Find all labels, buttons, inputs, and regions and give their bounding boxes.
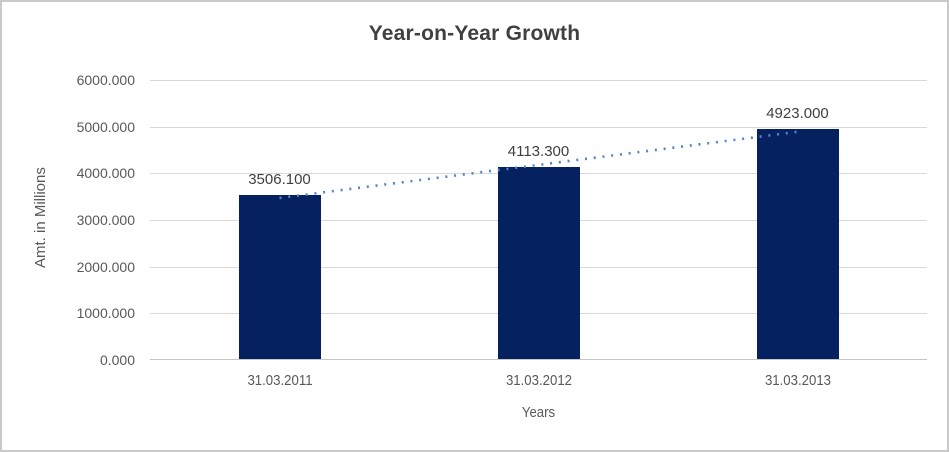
x-axis-title: Years xyxy=(521,404,556,421)
x-tick-label: 31.03.2013 xyxy=(764,372,831,389)
y-tick-label: 2000.000 xyxy=(76,258,135,275)
bar-31.03.2011 xyxy=(238,195,321,359)
plot-area: 3506.100 4113.300 4923.000 xyxy=(150,80,927,360)
y-tick-label: 4000.000 xyxy=(76,165,135,182)
gridline xyxy=(150,126,927,128)
x-tick-label: 31.03.2011 xyxy=(246,372,313,389)
y-tick-label: 3000.000 xyxy=(76,212,135,228)
bar-31.03.2012 xyxy=(497,167,580,359)
trendline xyxy=(279,130,798,200)
x-tick-label: 31.03.2012 xyxy=(505,372,572,389)
gridline xyxy=(150,80,927,81)
y-tick-label: 5000.000 xyxy=(76,118,135,135)
bar-31.03.2013 xyxy=(756,129,839,359)
data-label: 4923.000 xyxy=(766,105,829,123)
y-tick-label: 1000.000 xyxy=(76,305,135,322)
y-tick-label: 0.000 xyxy=(99,352,135,368)
data-label: 3506.100 xyxy=(248,171,311,189)
y-tick-label: 6000.000 xyxy=(76,72,135,88)
data-label: 4113.300 xyxy=(507,143,570,161)
chart-title: Year-on-Year Growth xyxy=(368,22,581,45)
